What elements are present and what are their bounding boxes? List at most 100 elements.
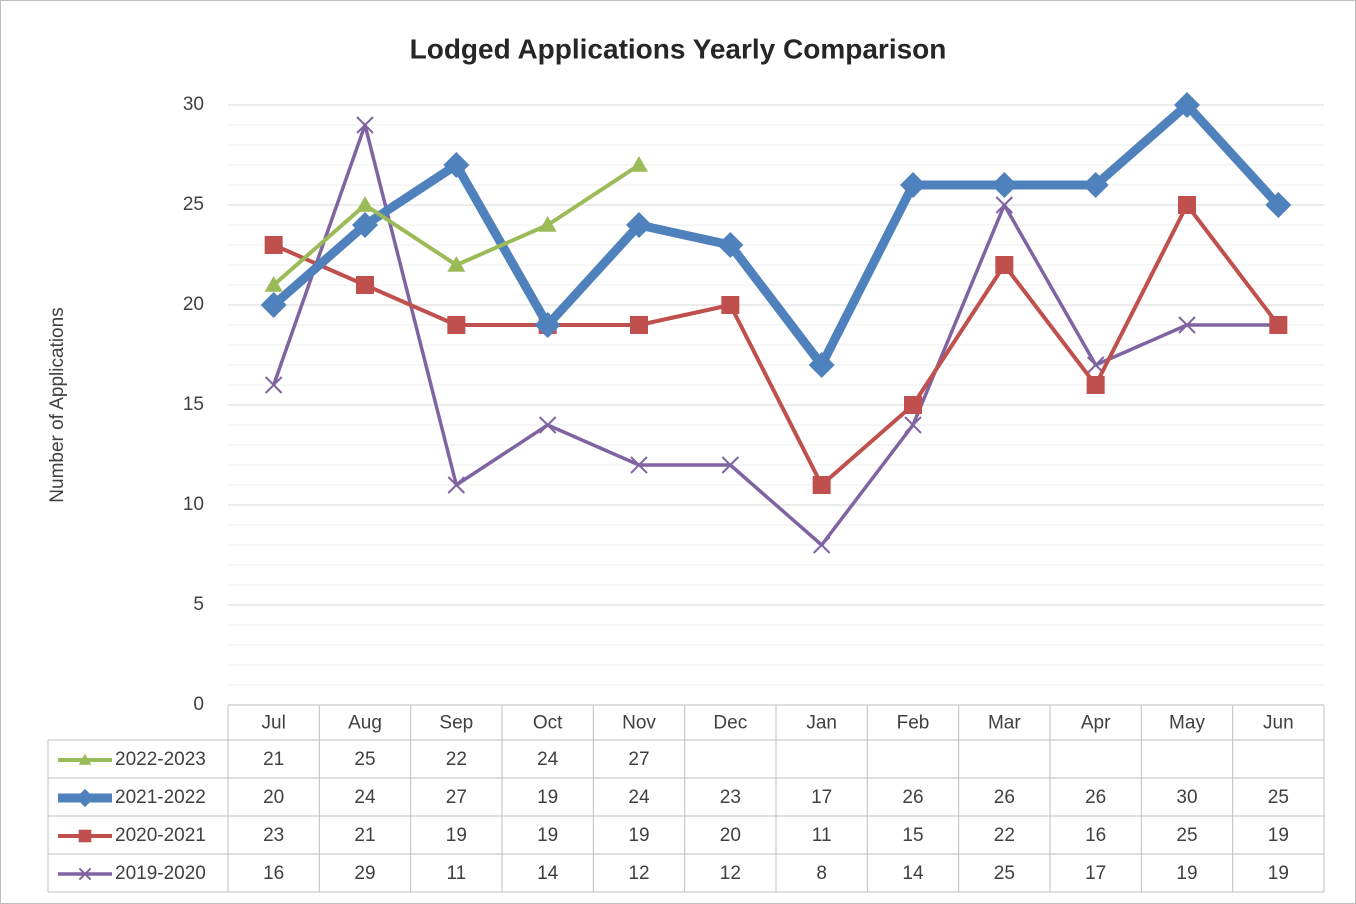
marker bbox=[717, 232, 744, 258]
marker bbox=[812, 536, 831, 554]
table-value: 14 bbox=[537, 863, 559, 884]
x-tick-label: May bbox=[1169, 713, 1205, 734]
table-value: 22 bbox=[446, 749, 467, 770]
series bbox=[260, 92, 1292, 378]
table-value: 26 bbox=[994, 787, 1015, 808]
legend-marker bbox=[75, 788, 95, 808]
marker bbox=[900, 172, 926, 198]
marker bbox=[1086, 376, 1105, 394]
y-tick-label: 10 bbox=[183, 494, 204, 515]
marker bbox=[904, 396, 922, 414]
table-value: 12 bbox=[720, 863, 741, 884]
x-tick-label: Nov bbox=[622, 713, 656, 734]
x-tick-label: Aug bbox=[348, 713, 382, 734]
series bbox=[264, 156, 648, 292]
legend-label: 2022-2023 bbox=[115, 749, 206, 770]
table-value: 29 bbox=[354, 863, 375, 884]
legend-marker bbox=[78, 867, 92, 881]
marker bbox=[447, 476, 466, 494]
table-value: 17 bbox=[1085, 863, 1106, 884]
x-tick-label: Dec bbox=[713, 713, 747, 734]
marker bbox=[991, 172, 1018, 198]
table-value: 25 bbox=[1268, 787, 1289, 808]
marker bbox=[995, 256, 1014, 274]
table-value: 27 bbox=[628, 749, 649, 770]
x-tick-label: Oct bbox=[533, 713, 563, 734]
marker bbox=[630, 456, 648, 474]
marker bbox=[721, 296, 740, 314]
marker bbox=[721, 456, 740, 474]
table-value: 19 bbox=[1268, 825, 1289, 846]
line bbox=[270, 100, 1282, 370]
table-value: 23 bbox=[263, 825, 284, 846]
table-value: 11 bbox=[446, 863, 466, 884]
y-tick-label: 25 bbox=[183, 194, 204, 215]
marker bbox=[443, 152, 470, 178]
marker bbox=[538, 416, 557, 434]
table-value: 12 bbox=[628, 863, 649, 884]
x-tick-label: Apr bbox=[1081, 713, 1111, 734]
marker bbox=[447, 256, 466, 272]
table-value: 14 bbox=[902, 863, 924, 884]
x-tick-label: Jul bbox=[262, 713, 286, 734]
table-value: 22 bbox=[994, 825, 1015, 846]
table-value: 27 bbox=[446, 787, 467, 808]
table-value: 19 bbox=[1268, 863, 1289, 884]
table-value: 15 bbox=[902, 825, 923, 846]
table-value: 23 bbox=[720, 787, 741, 808]
table-value: 20 bbox=[263, 787, 284, 808]
marker bbox=[1265, 192, 1292, 218]
table-value: 19 bbox=[537, 787, 558, 808]
table-value: 30 bbox=[1176, 787, 1197, 808]
marker bbox=[630, 316, 648, 334]
table-value: 25 bbox=[354, 749, 375, 770]
marker bbox=[264, 376, 283, 394]
table-value: 26 bbox=[902, 787, 923, 808]
x-tick-label: Jan bbox=[806, 713, 837, 734]
table-value: 21 bbox=[354, 825, 375, 846]
legend-marker bbox=[78, 753, 92, 765]
table-value: 16 bbox=[1085, 825, 1106, 846]
marker bbox=[1082, 172, 1109, 198]
marker bbox=[352, 212, 378, 238]
table-value: 20 bbox=[720, 825, 741, 846]
marker bbox=[356, 116, 374, 134]
y-tick-label: 0 bbox=[193, 694, 204, 715]
y-tick-label: 20 bbox=[183, 294, 204, 315]
y-tick-label: 30 bbox=[183, 94, 204, 115]
table-value: 19 bbox=[1176, 863, 1197, 884]
table-value: 24 bbox=[354, 787, 376, 808]
x-tick-label: Feb bbox=[897, 713, 930, 734]
marker bbox=[812, 476, 831, 494]
legend-label: 2020-2021 bbox=[115, 825, 206, 846]
marker bbox=[264, 236, 283, 254]
table-value: 19 bbox=[446, 825, 467, 846]
table-value: 16 bbox=[263, 863, 284, 884]
marker bbox=[356, 196, 374, 212]
legend-label: 2021-2022 bbox=[115, 787, 206, 808]
y-axis-label: Number of Applications bbox=[47, 307, 68, 502]
table-value: 24 bbox=[628, 787, 650, 808]
table-value: 25 bbox=[994, 863, 1015, 884]
legend-marker bbox=[78, 829, 92, 843]
table-value: 19 bbox=[628, 825, 649, 846]
chart-title: Lodged Applications Yearly Comparison bbox=[410, 33, 947, 64]
marker bbox=[1178, 316, 1196, 334]
marker bbox=[1269, 316, 1288, 334]
table-value: 19 bbox=[537, 825, 558, 846]
table-value: 26 bbox=[1085, 787, 1106, 808]
table-value: 24 bbox=[537, 749, 559, 770]
x-tick-label: Jun bbox=[1263, 713, 1294, 734]
marker bbox=[1178, 196, 1196, 214]
marker bbox=[260, 292, 287, 318]
marker bbox=[630, 156, 648, 172]
series bbox=[264, 196, 1288, 494]
y-tick-label: 15 bbox=[183, 394, 204, 415]
table-value: 8 bbox=[816, 863, 827, 884]
marker bbox=[534, 312, 561, 338]
marker bbox=[904, 416, 922, 434]
table-value: 25 bbox=[1176, 825, 1197, 846]
marker bbox=[538, 216, 557, 232]
line bbox=[272, 203, 1280, 487]
